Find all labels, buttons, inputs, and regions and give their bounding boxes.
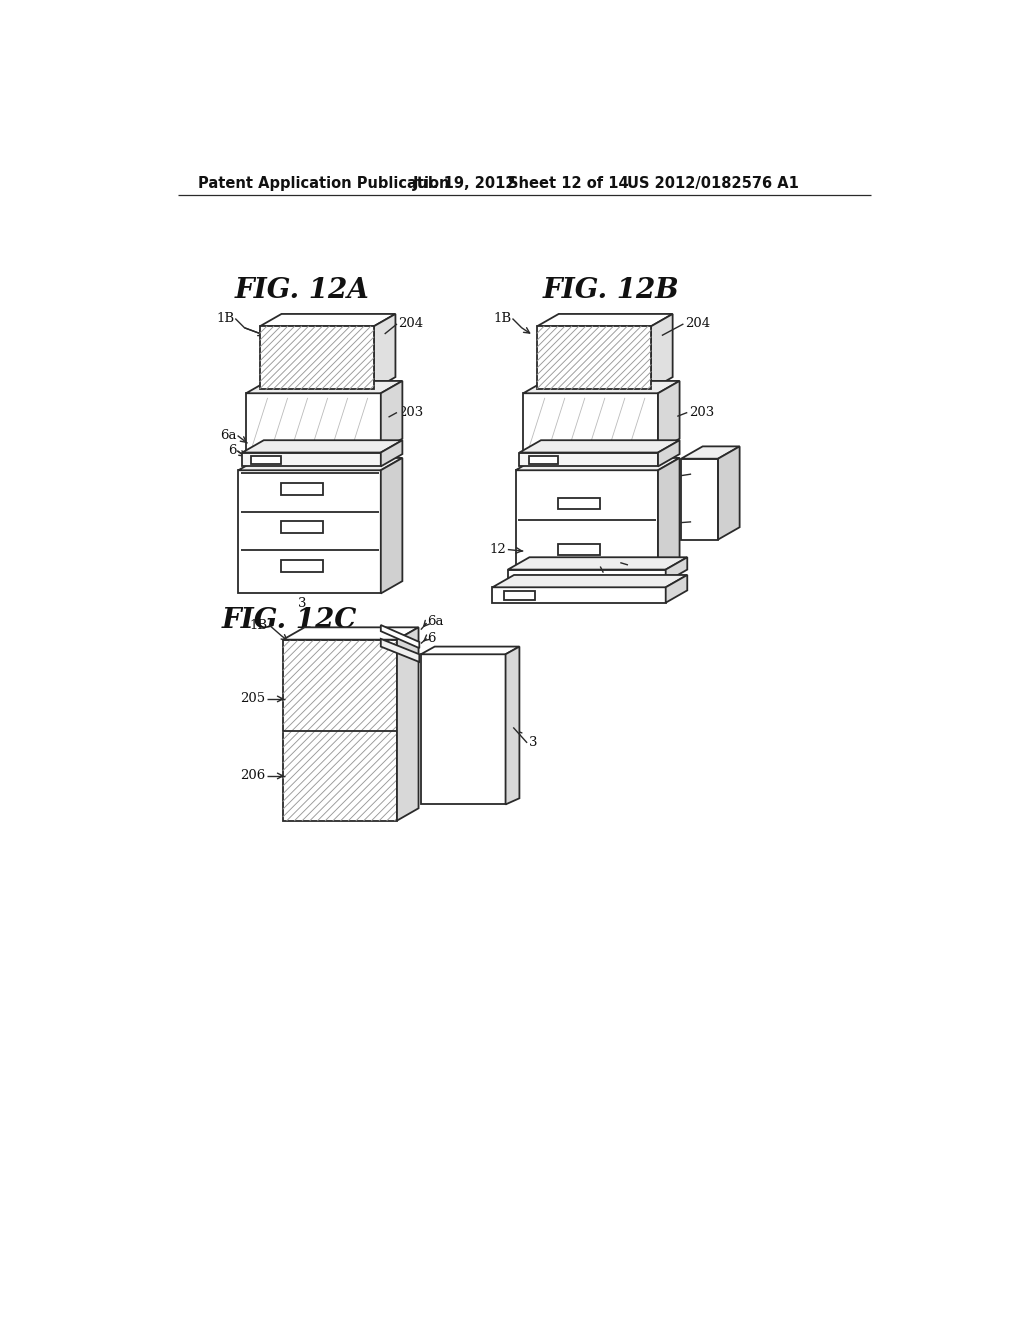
Text: US 2012/0182576 A1: US 2012/0182576 A1: [628, 176, 799, 190]
Text: Jul. 19, 2012: Jul. 19, 2012: [413, 176, 516, 190]
Text: Patent Application Publication: Patent Application Publication: [199, 176, 450, 190]
Polygon shape: [397, 627, 419, 821]
Text: 6: 6: [427, 632, 435, 645]
Bar: [515, 470, 658, 570]
Polygon shape: [519, 441, 680, 453]
Polygon shape: [658, 441, 680, 466]
Text: Sheet 12 of 14: Sheet 12 of 14: [508, 176, 629, 190]
Text: 3: 3: [528, 737, 538, 750]
Polygon shape: [538, 314, 673, 326]
Bar: [281, 521, 323, 533]
Bar: [519, 453, 658, 466]
Text: 13: 13: [692, 467, 710, 480]
Text: 206: 206: [240, 770, 265, 783]
Polygon shape: [658, 381, 680, 451]
Polygon shape: [666, 576, 687, 603]
Polygon shape: [243, 441, 402, 453]
Polygon shape: [381, 626, 419, 648]
Polygon shape: [421, 647, 519, 655]
Text: 1B: 1B: [494, 312, 512, 325]
Polygon shape: [374, 314, 395, 389]
Text: FIG. 12C: FIG. 12C: [221, 607, 356, 634]
Bar: [538, 326, 651, 389]
Bar: [523, 393, 658, 451]
Bar: [243, 453, 381, 466]
Bar: [283, 640, 397, 821]
Text: 32: 32: [595, 570, 611, 583]
Bar: [528, 455, 558, 465]
Polygon shape: [260, 314, 395, 326]
Text: 1B: 1B: [250, 619, 267, 631]
Text: 6a: 6a: [427, 615, 443, 628]
Polygon shape: [515, 458, 680, 470]
Text: 1B: 1B: [216, 312, 234, 325]
Polygon shape: [506, 647, 519, 804]
Text: 31: 31: [630, 558, 646, 572]
Polygon shape: [666, 557, 687, 582]
Bar: [421, 655, 506, 804]
Polygon shape: [381, 639, 419, 663]
Bar: [252, 455, 281, 465]
Polygon shape: [246, 381, 402, 393]
Text: 6a: 6a: [220, 429, 237, 442]
Bar: [508, 570, 666, 582]
Bar: [239, 470, 381, 594]
Text: 205: 205: [241, 693, 265, 705]
Bar: [281, 483, 323, 495]
Bar: [558, 498, 600, 508]
Polygon shape: [283, 627, 419, 640]
Text: 3: 3: [298, 597, 306, 610]
Bar: [246, 393, 381, 451]
Text: 203: 203: [689, 407, 714, 418]
Polygon shape: [651, 314, 673, 389]
Text: 6: 6: [228, 445, 237, 458]
Polygon shape: [493, 576, 687, 587]
Bar: [493, 587, 666, 603]
Polygon shape: [681, 446, 739, 459]
Polygon shape: [381, 441, 402, 466]
Text: FIG. 12B: FIG. 12B: [543, 277, 679, 305]
Bar: [558, 544, 600, 554]
Text: 203: 203: [398, 407, 424, 418]
Polygon shape: [381, 381, 402, 451]
Text: 14: 14: [692, 515, 710, 528]
Polygon shape: [508, 557, 687, 570]
Polygon shape: [239, 458, 402, 470]
Bar: [504, 591, 535, 601]
Bar: [681, 459, 718, 540]
Text: 12: 12: [489, 543, 506, 556]
Polygon shape: [658, 458, 680, 570]
Text: 204: 204: [685, 317, 710, 330]
Polygon shape: [718, 446, 739, 540]
Bar: [281, 560, 323, 572]
Polygon shape: [523, 381, 680, 393]
Text: 204: 204: [398, 317, 424, 330]
Polygon shape: [381, 458, 402, 594]
Text: FIG. 12A: FIG. 12A: [234, 277, 370, 305]
Bar: [260, 326, 374, 389]
